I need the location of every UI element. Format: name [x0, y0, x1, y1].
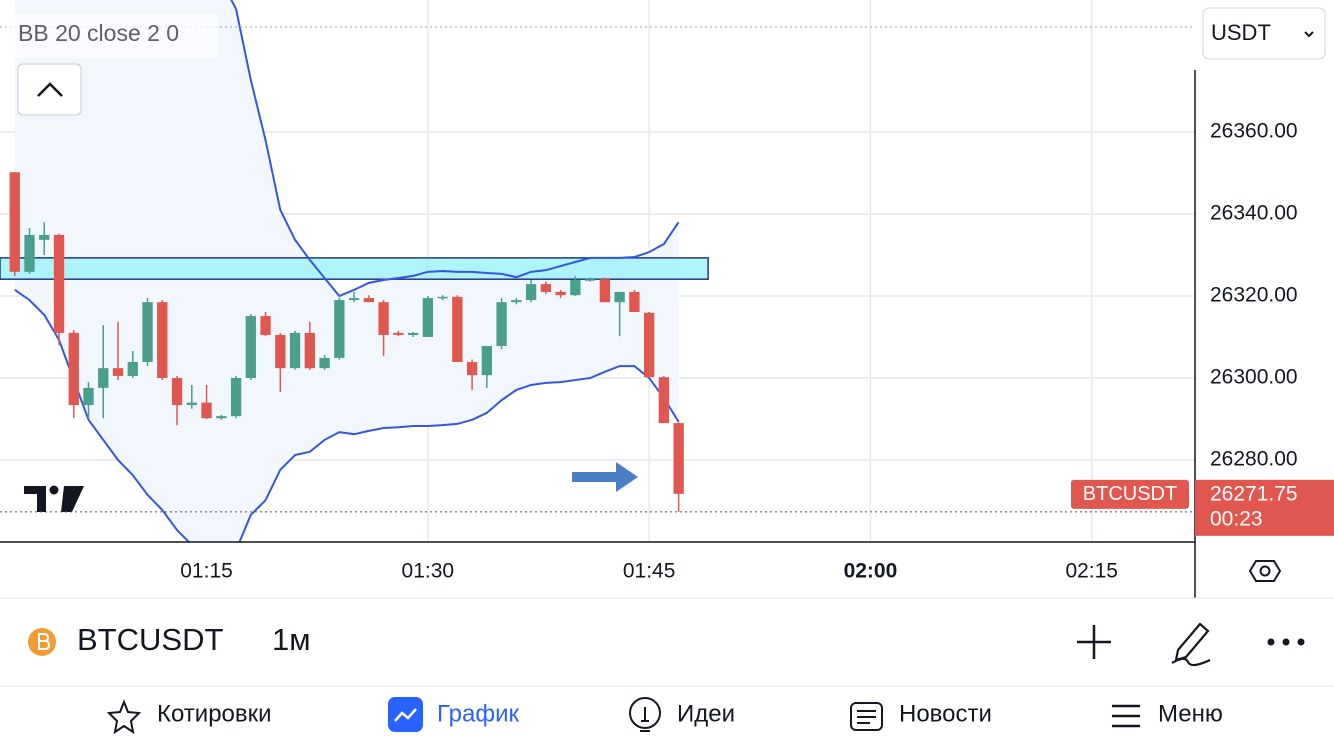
currency-label[interactable]: USDT	[1211, 20, 1271, 45]
candle-body	[570, 280, 581, 296]
candle-body	[614, 291, 625, 303]
price-zone	[0, 257, 709, 280]
x-tick-label: 02:15	[1065, 560, 1118, 583]
candle-body	[9, 172, 20, 272]
candle-body	[466, 362, 478, 376]
candle-body	[555, 291, 566, 296]
candle-body	[658, 377, 670, 424]
candle-body	[334, 300, 345, 358]
candle-body	[186, 402, 197, 406]
bollinger-line	[230, 0, 680, 298]
candle-body	[142, 302, 153, 363]
nav-item[interactable]: Меню	[1158, 700, 1223, 727]
candle-body	[496, 302, 507, 347]
indicator-legend-bg	[6, 14, 218, 58]
candle-body	[540, 284, 552, 292]
symbol-name[interactable]: BTCUSDT	[77, 622, 223, 657]
y-tick-label: 26280.00	[1210, 448, 1298, 471]
x-tick-label: 01:45	[623, 560, 676, 583]
last-price: 26271.75	[1210, 482, 1298, 505]
y-tick-label: 26300.00	[1210, 366, 1298, 389]
nav-item[interactable]: Новости	[899, 700, 992, 727]
y-tick-label: 26340.00	[1210, 202, 1298, 225]
collapse-button[interactable]	[17, 63, 82, 116]
candle-body	[319, 357, 330, 369]
candle-body	[230, 378, 242, 417]
ideas-icon	[629, 697, 661, 732]
candle-body	[201, 402, 212, 419]
candle-body	[437, 296, 448, 299]
candle-body	[643, 312, 655, 378]
more-button[interactable]	[1267, 638, 1305, 646]
candle-body	[216, 416, 227, 419]
plot-area	[0, 0, 709, 542]
candle-body	[511, 300, 522, 303]
candle-body	[157, 302, 168, 379]
draw-button[interactable]	[1171, 622, 1211, 667]
candle-body	[348, 298, 360, 301]
bottom-nav: Котировки График Идеи Новости Меню	[157, 700, 1223, 727]
candle-body	[289, 332, 301, 369]
y-tick-label: 26360.00	[1210, 120, 1298, 143]
indicator-label[interactable]: BB 20 close 2 0	[18, 20, 179, 46]
candle-body	[584, 279, 596, 281]
arrow-annotation	[572, 462, 638, 492]
axes: 01:15 01:30 01:45 02:00 02:15 26280.00 26300.0…	[180, 120, 1297, 583]
candle-body	[98, 368, 109, 388]
candle-body	[275, 334, 286, 369]
currency-dropdown[interactable]: USDT	[1202, 7, 1326, 60]
settings-button[interactable]	[1248, 560, 1282, 582]
price-tag-bg	[1195, 479, 1334, 536]
candle-body	[452, 296, 463, 363]
candle-body	[68, 332, 79, 406]
candle-body	[599, 279, 611, 303]
coin-icon	[28, 628, 56, 656]
candle-body	[378, 302, 389, 335]
band-fill	[14, 0, 679, 542]
candle-body	[83, 387, 94, 406]
candle-body	[245, 316, 256, 379]
logo	[24, 485, 84, 512]
candle-body	[407, 332, 419, 335]
candle-body	[260, 316, 271, 335]
candle-body	[304, 332, 315, 369]
nav-item[interactable]: Котировки	[157, 700, 272, 727]
candle-body	[481, 346, 493, 376]
symbol-tag: BTCUSDT	[1083, 483, 1177, 505]
x-tick-label: 02:00	[844, 560, 898, 583]
bollinger-line	[14, 289, 680, 542]
menu-icon	[1112, 704, 1140, 728]
interval[interactable]: 1м	[272, 622, 311, 657]
quotes-icon	[106, 699, 142, 735]
candle-body	[422, 298, 434, 338]
candle-body	[673, 423, 684, 494]
candle-body	[112, 368, 124, 376]
candle-body	[629, 291, 640, 312]
candle-body	[39, 234, 50, 240]
news-icon	[850, 702, 883, 731]
candle-body	[127, 362, 138, 376]
candle-body	[363, 298, 374, 303]
countdown: 00:23	[1210, 507, 1263, 530]
x-tick-label: 01:30	[402, 560, 455, 583]
candle-body	[53, 234, 65, 333]
candle-body	[171, 378, 183, 406]
candle-body	[24, 234, 35, 272]
candle-body	[525, 284, 537, 301]
nav-item[interactable]: Идеи	[677, 700, 735, 727]
symbol-tag-bg	[1071, 479, 1189, 509]
nav-item[interactable]: График	[437, 700, 519, 727]
add-button[interactable]	[1077, 625, 1111, 659]
chart-icon	[388, 697, 423, 732]
y-tick-label: 26320.00	[1210, 284, 1298, 307]
x-tick-label: 01:15	[180, 560, 233, 583]
candle-body	[393, 332, 404, 335]
